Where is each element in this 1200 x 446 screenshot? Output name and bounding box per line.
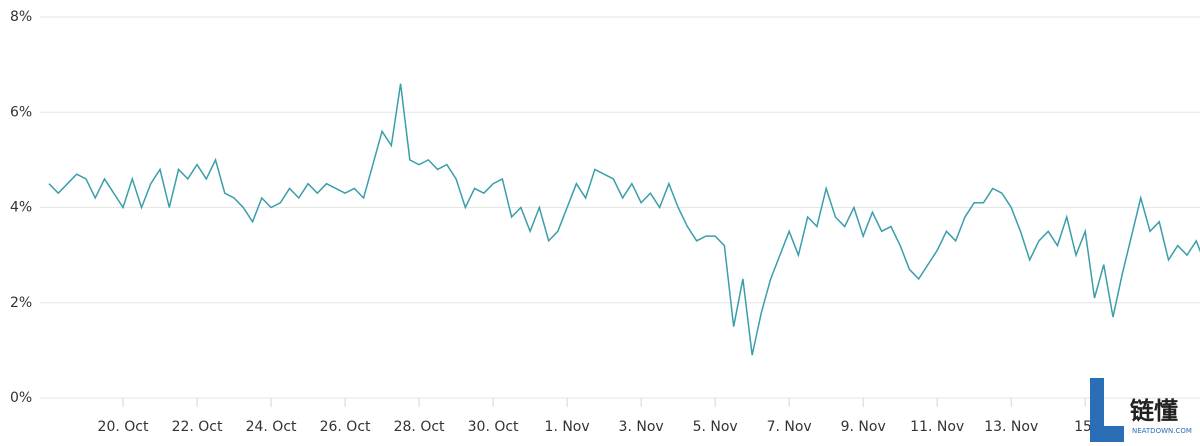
x-tick-label: 3. Nov (619, 419, 664, 435)
watermark-name: 链懂 (1130, 397, 1178, 425)
x-tick-label: 24. Oct (246, 419, 297, 435)
x-tick-label: 7. Nov (767, 419, 812, 435)
x-tick-label: 22. Oct (172, 419, 223, 435)
y-tick-label: 2% (10, 295, 32, 311)
x-tick-label: 30. Oct (468, 419, 519, 435)
x-tick-label: 9. Nov (841, 419, 886, 435)
x-tick-label: 5. Nov (693, 419, 738, 435)
x-tick-label: 28. Oct (394, 419, 445, 435)
line-series (48, 83, 1200, 356)
y-tick-label: 0% (10, 390, 32, 406)
y-tick-label: 4% (10, 200, 32, 216)
y-tick-label: 8% (10, 9, 32, 25)
watermark-site: NEATDOWN.COM (1132, 427, 1192, 435)
watermark-logo (1090, 378, 1124, 442)
x-tick-label: 1. Nov (545, 419, 590, 435)
x-tick-label: 26. Oct (320, 419, 371, 435)
y-tick-label: 6% (10, 104, 32, 120)
x-tick-label: 13. Nov (984, 419, 1038, 435)
watermark: 链懂 NEATDOWN.COM (1090, 378, 1192, 442)
x-tick-label: 11. Nov (910, 419, 964, 435)
x-tick-label: 20. Oct (98, 419, 149, 435)
